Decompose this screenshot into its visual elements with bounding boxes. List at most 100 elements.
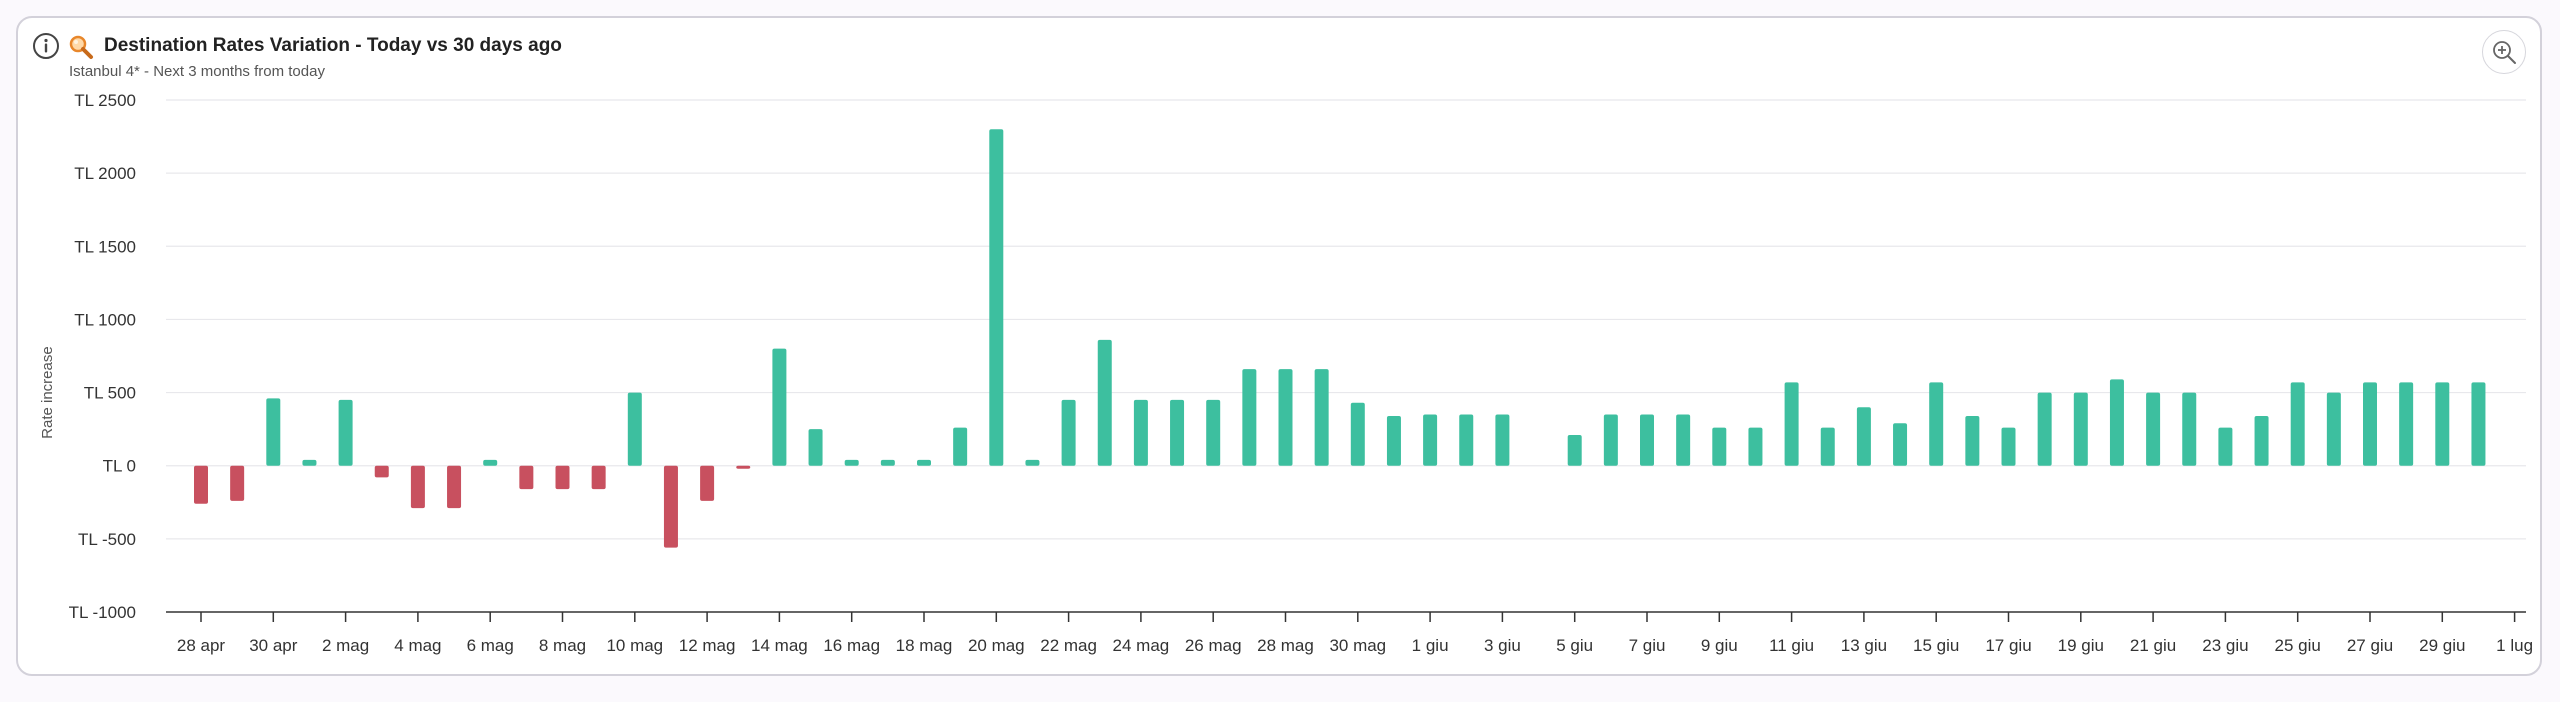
bar <box>989 129 1004 466</box>
bar <box>1097 339 1112 466</box>
x-tick-label: 11 giu <box>1769 636 1814 655</box>
bar <box>953 427 968 466</box>
bar <box>2471 382 2486 466</box>
bar <box>700 465 715 501</box>
y-tick-label: TL 2500 <box>74 91 136 110</box>
y-tick-label: TL 500 <box>84 384 136 403</box>
bar <box>483 459 498 466</box>
x-tick-label: 10 mag <box>606 636 663 655</box>
bar <box>374 465 389 478</box>
bar <box>2218 427 2233 466</box>
bar <box>808 429 823 466</box>
bar <box>917 459 931 466</box>
info-icon[interactable] <box>32 32 60 60</box>
bar <box>1603 414 1618 466</box>
bar <box>1820 427 1835 466</box>
y-tick-label: TL 1000 <box>74 310 136 329</box>
y-axis-label: Rate increase <box>39 346 56 439</box>
bar <box>591 465 606 490</box>
bar <box>1170 399 1185 466</box>
bar <box>1459 414 1474 466</box>
bar <box>1784 382 1799 466</box>
zoom-in-icon <box>2493 41 2516 64</box>
x-tick-label: 28 mag <box>1257 636 1314 655</box>
bar <box>1386 415 1401 466</box>
x-tick-label: 30 apr <box>249 636 298 655</box>
x-tick-label: 19 giu <box>2058 636 2104 655</box>
x-tick-label: 28 apr <box>177 636 226 655</box>
bar <box>2290 382 2305 466</box>
bar <box>1640 414 1654 466</box>
x-tick-label: 29 giu <box>2419 636 2465 655</box>
x-tick-label: 13 giu <box>1841 636 1887 655</box>
x-tick-label: 20 mag <box>968 636 1025 655</box>
bar <box>1061 399 1076 466</box>
magnifier-emoji-icon <box>69 35 93 59</box>
x-tick-label: 17 giu <box>1985 636 2031 655</box>
bar <box>2326 392 2341 466</box>
bar <box>1242 369 1257 466</box>
bar <box>1314 369 1329 466</box>
bar <box>338 399 353 466</box>
x-tick-label: 21 giu <box>2130 636 2176 655</box>
bar <box>194 465 208 504</box>
bar <box>1712 427 1727 466</box>
x-tick-label: 26 mag <box>1185 636 1242 655</box>
bar <box>1893 423 1908 466</box>
y-tick-label: TL -500 <box>78 530 136 549</box>
y-tick-label: TL 1500 <box>74 237 136 256</box>
bar <box>519 465 534 490</box>
chart-title: Destination Rates Variation - Today vs 3… <box>104 35 562 56</box>
x-tick-label: 23 giu <box>2202 636 2248 655</box>
x-tick-label: 1 lug <box>2496 636 2533 655</box>
x-tick-label: 6 mag <box>467 636 514 655</box>
bar <box>2254 415 2269 466</box>
zoom-button[interactable] <box>2482 30 2526 74</box>
bar <box>2037 392 2052 466</box>
x-tick-label: 5 giu <box>1556 636 1593 655</box>
bar <box>302 459 317 466</box>
x-tick-label: 16 mag <box>823 636 880 655</box>
chart-subtitle: Istanbul 4* - Next 3 months from today <box>69 63 325 80</box>
bar <box>447 465 462 509</box>
x-tick-label: 14 mag <box>751 636 808 655</box>
x-tick-label: 9 giu <box>1701 636 1738 655</box>
bar <box>1133 399 1148 466</box>
bar <box>2109 379 2124 466</box>
x-tick-label: 8 mag <box>539 636 586 655</box>
x-tick-label: 3 giu <box>1484 636 1521 655</box>
x-tick-label: 7 giu <box>1629 636 1666 655</box>
x-tick-label: 12 mag <box>679 636 736 655</box>
bar <box>1278 369 1293 466</box>
bar <box>1965 415 1980 466</box>
bar <box>1495 414 1510 466</box>
x-tick-label: 27 giu <box>2347 636 2393 655</box>
bar <box>2399 382 2414 466</box>
x-tick-label: 18 mag <box>896 636 953 655</box>
bar <box>1206 399 1221 466</box>
y-tick-label: TL -1000 <box>69 603 136 622</box>
bar <box>555 465 570 490</box>
bar <box>1025 459 1040 466</box>
bar <box>2073 392 2088 466</box>
x-tick-label: 22 mag <box>1040 636 1097 655</box>
y-tick-label: TL 2000 <box>74 164 136 183</box>
bar <box>772 348 787 466</box>
bar <box>1567 434 1582 466</box>
bar <box>1929 382 1944 466</box>
x-tick-label: 15 giu <box>1913 636 1959 655</box>
bar <box>2363 382 2377 466</box>
x-tick-label: 1 giu <box>1412 636 1449 655</box>
bar <box>2182 392 2197 466</box>
bar <box>230 465 245 501</box>
bar <box>736 465 751 469</box>
bar <box>663 465 678 548</box>
bar <box>1423 414 1438 466</box>
bar <box>1350 402 1365 466</box>
bar <box>844 459 859 466</box>
x-tick-label: 25 giu <box>2275 636 2321 655</box>
bar <box>266 398 281 466</box>
bar <box>2001 427 2016 466</box>
x-tick-label: 4 mag <box>394 636 441 655</box>
